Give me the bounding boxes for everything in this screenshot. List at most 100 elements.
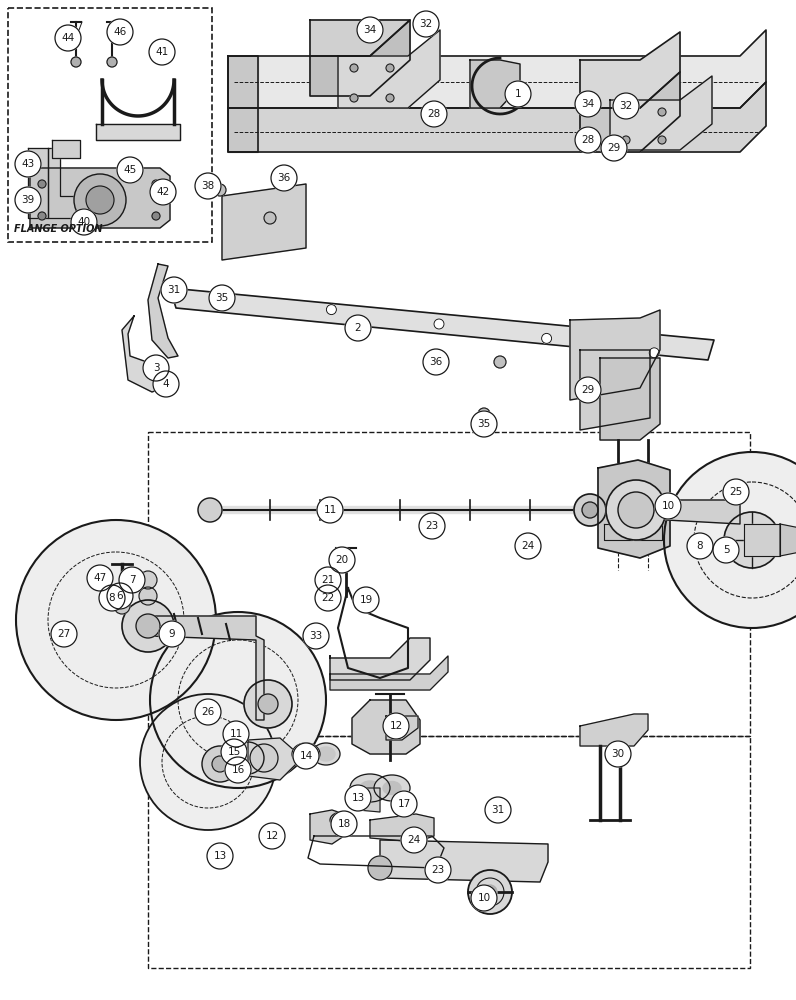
Text: 31: 31 xyxy=(491,805,505,815)
Circle shape xyxy=(541,333,552,343)
Circle shape xyxy=(117,157,143,183)
Circle shape xyxy=(114,598,130,614)
Circle shape xyxy=(244,680,292,728)
Text: FLANGE OPTION: FLANGE OPTION xyxy=(14,224,103,234)
Text: 13: 13 xyxy=(351,793,365,803)
Text: 7: 7 xyxy=(129,575,135,585)
Text: 42: 42 xyxy=(156,187,170,197)
Text: 21: 21 xyxy=(322,575,334,585)
Text: 40: 40 xyxy=(77,217,91,227)
Polygon shape xyxy=(604,524,632,540)
Circle shape xyxy=(195,699,221,725)
Circle shape xyxy=(350,94,358,102)
Text: 10: 10 xyxy=(661,501,674,511)
Circle shape xyxy=(152,212,160,220)
Circle shape xyxy=(150,612,326,788)
Ellipse shape xyxy=(383,782,401,794)
Text: 41: 41 xyxy=(155,47,169,57)
Circle shape xyxy=(259,823,285,849)
Text: 29: 29 xyxy=(607,143,621,153)
Circle shape xyxy=(195,173,221,199)
Circle shape xyxy=(271,165,297,191)
Polygon shape xyxy=(28,148,48,218)
Polygon shape xyxy=(122,316,168,392)
Polygon shape xyxy=(598,460,670,558)
Circle shape xyxy=(494,356,506,368)
Circle shape xyxy=(317,497,343,523)
Polygon shape xyxy=(780,524,796,556)
Ellipse shape xyxy=(350,774,390,802)
Circle shape xyxy=(413,11,439,37)
Circle shape xyxy=(71,209,97,235)
Ellipse shape xyxy=(292,743,320,765)
Polygon shape xyxy=(222,184,306,260)
Circle shape xyxy=(122,600,174,652)
Circle shape xyxy=(16,520,216,720)
Text: 32: 32 xyxy=(419,19,432,29)
Text: 35: 35 xyxy=(216,293,228,303)
Text: 2: 2 xyxy=(355,323,361,333)
Circle shape xyxy=(345,315,371,341)
Polygon shape xyxy=(580,32,680,108)
Circle shape xyxy=(140,694,276,830)
Text: 10: 10 xyxy=(478,893,490,903)
Circle shape xyxy=(658,136,666,144)
Polygon shape xyxy=(580,72,680,152)
Text: 36: 36 xyxy=(429,357,443,367)
Circle shape xyxy=(575,127,601,153)
Circle shape xyxy=(483,885,497,899)
Text: 25: 25 xyxy=(729,487,743,497)
Text: 18: 18 xyxy=(338,819,350,829)
Polygon shape xyxy=(310,20,410,96)
Polygon shape xyxy=(338,30,440,108)
Text: 12: 12 xyxy=(265,831,279,841)
Text: 33: 33 xyxy=(310,631,322,641)
Circle shape xyxy=(606,480,666,540)
Polygon shape xyxy=(580,714,648,746)
Circle shape xyxy=(471,411,497,437)
Polygon shape xyxy=(744,524,780,556)
Circle shape xyxy=(724,512,780,568)
Text: 34: 34 xyxy=(364,25,377,35)
Text: 27: 27 xyxy=(57,629,71,639)
Circle shape xyxy=(505,81,531,107)
Text: 39: 39 xyxy=(21,195,34,205)
Polygon shape xyxy=(370,814,434,842)
Polygon shape xyxy=(96,124,180,140)
Text: 34: 34 xyxy=(581,99,595,109)
Polygon shape xyxy=(380,840,548,882)
Circle shape xyxy=(212,756,228,772)
Circle shape xyxy=(618,492,654,528)
Text: 47: 47 xyxy=(93,573,107,583)
Ellipse shape xyxy=(317,747,335,761)
Polygon shape xyxy=(330,656,448,690)
Text: 8: 8 xyxy=(109,593,115,603)
Circle shape xyxy=(159,621,185,647)
Text: 44: 44 xyxy=(61,33,75,43)
Polygon shape xyxy=(580,350,650,430)
Circle shape xyxy=(425,857,451,883)
Polygon shape xyxy=(666,500,740,524)
Text: 14: 14 xyxy=(299,751,313,761)
Circle shape xyxy=(99,585,125,611)
Circle shape xyxy=(293,743,319,769)
Polygon shape xyxy=(330,638,430,680)
Text: 22: 22 xyxy=(322,593,334,603)
Circle shape xyxy=(478,408,490,420)
Circle shape xyxy=(258,694,278,714)
Text: 35: 35 xyxy=(478,419,490,429)
Circle shape xyxy=(575,377,601,403)
Circle shape xyxy=(107,583,133,609)
Text: 19: 19 xyxy=(359,595,373,605)
Ellipse shape xyxy=(330,812,354,828)
Circle shape xyxy=(391,791,417,817)
Circle shape xyxy=(153,371,179,397)
Circle shape xyxy=(368,856,392,880)
Polygon shape xyxy=(352,700,420,754)
Polygon shape xyxy=(310,20,410,56)
Polygon shape xyxy=(470,60,520,108)
Circle shape xyxy=(386,94,394,102)
Ellipse shape xyxy=(336,816,348,824)
Circle shape xyxy=(264,212,276,224)
Text: 6: 6 xyxy=(117,591,123,601)
